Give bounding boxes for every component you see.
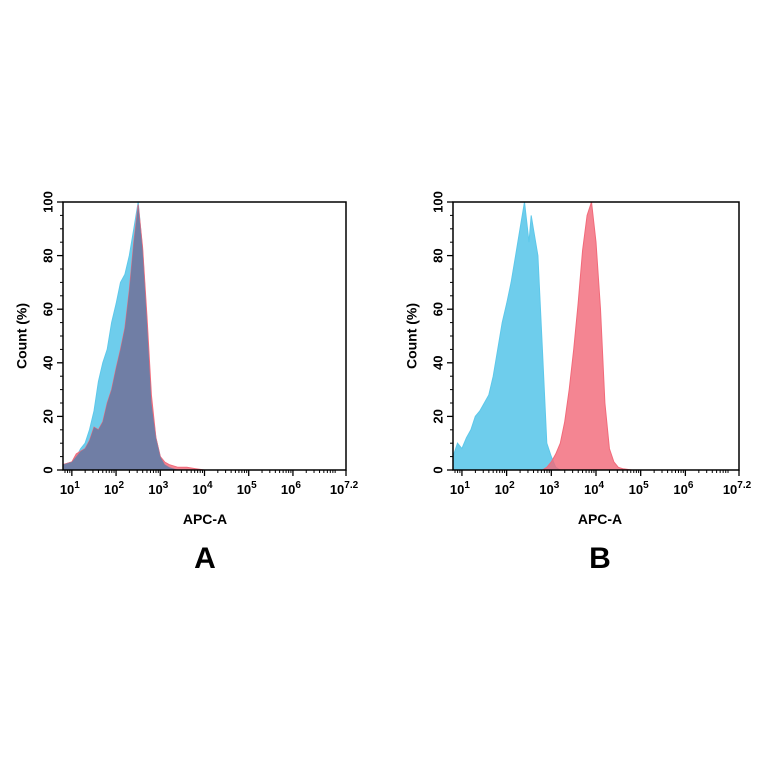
y-tick-label: 100 xyxy=(430,191,445,213)
y-tick-label: 40 xyxy=(40,356,55,370)
y-tick-label: 40 xyxy=(430,356,445,370)
y-tick-label: 20 xyxy=(40,409,55,423)
y-axis-label: Count (%) xyxy=(404,303,420,369)
histogram-series-2 xyxy=(540,201,632,471)
y-tick-label: 80 xyxy=(430,248,445,262)
y-axis-label: Count (%) xyxy=(14,303,30,369)
x-axis-label: APC-A xyxy=(578,511,622,527)
x-tick-label: 101 xyxy=(450,480,470,497)
x-tick-label: 105 xyxy=(237,480,257,497)
x-tick-label: 104 xyxy=(584,480,604,497)
x-tick-label: 105 xyxy=(629,480,649,497)
x-tick-label: 106 xyxy=(281,480,301,497)
x-tick-label: 102 xyxy=(495,480,515,497)
x-tick-label: 106 xyxy=(673,480,693,497)
y-tick-label: 100 xyxy=(40,191,55,213)
x-tick-label: 102 xyxy=(104,480,124,497)
histogram-panel-a: 0 20 40 60 80 100 101 102 103 104 105 106 107.2 APC-A… xyxy=(14,191,359,575)
y-tick-label: 80 xyxy=(40,248,55,262)
x-tick-label: 103 xyxy=(148,480,168,497)
x-tick-label: 101 xyxy=(60,480,80,497)
y-tick-label: 60 xyxy=(40,302,55,316)
x-tick-label: 107.2 xyxy=(330,480,359,497)
panel-label: B xyxy=(589,542,611,575)
x-tick-label: 107.2 xyxy=(723,480,752,497)
y-tick-label: 0 xyxy=(430,466,445,473)
histogram-overlap xyxy=(63,204,178,470)
histogram-series-1 xyxy=(452,201,563,471)
panel-label: A xyxy=(194,542,216,575)
y-tick-label: 0 xyxy=(40,466,55,473)
x-tick-label: 103 xyxy=(539,480,559,497)
x-axis-label: APC-A xyxy=(183,511,227,527)
y-tick-label: 20 xyxy=(430,409,445,423)
histogram-panel-b: 0 20 40 60 80 100 101 102 103 104 105 106 107.2 APC-A… xyxy=(404,191,752,575)
x-tick-label: 104 xyxy=(192,480,212,497)
y-tick-label: 60 xyxy=(430,302,445,316)
